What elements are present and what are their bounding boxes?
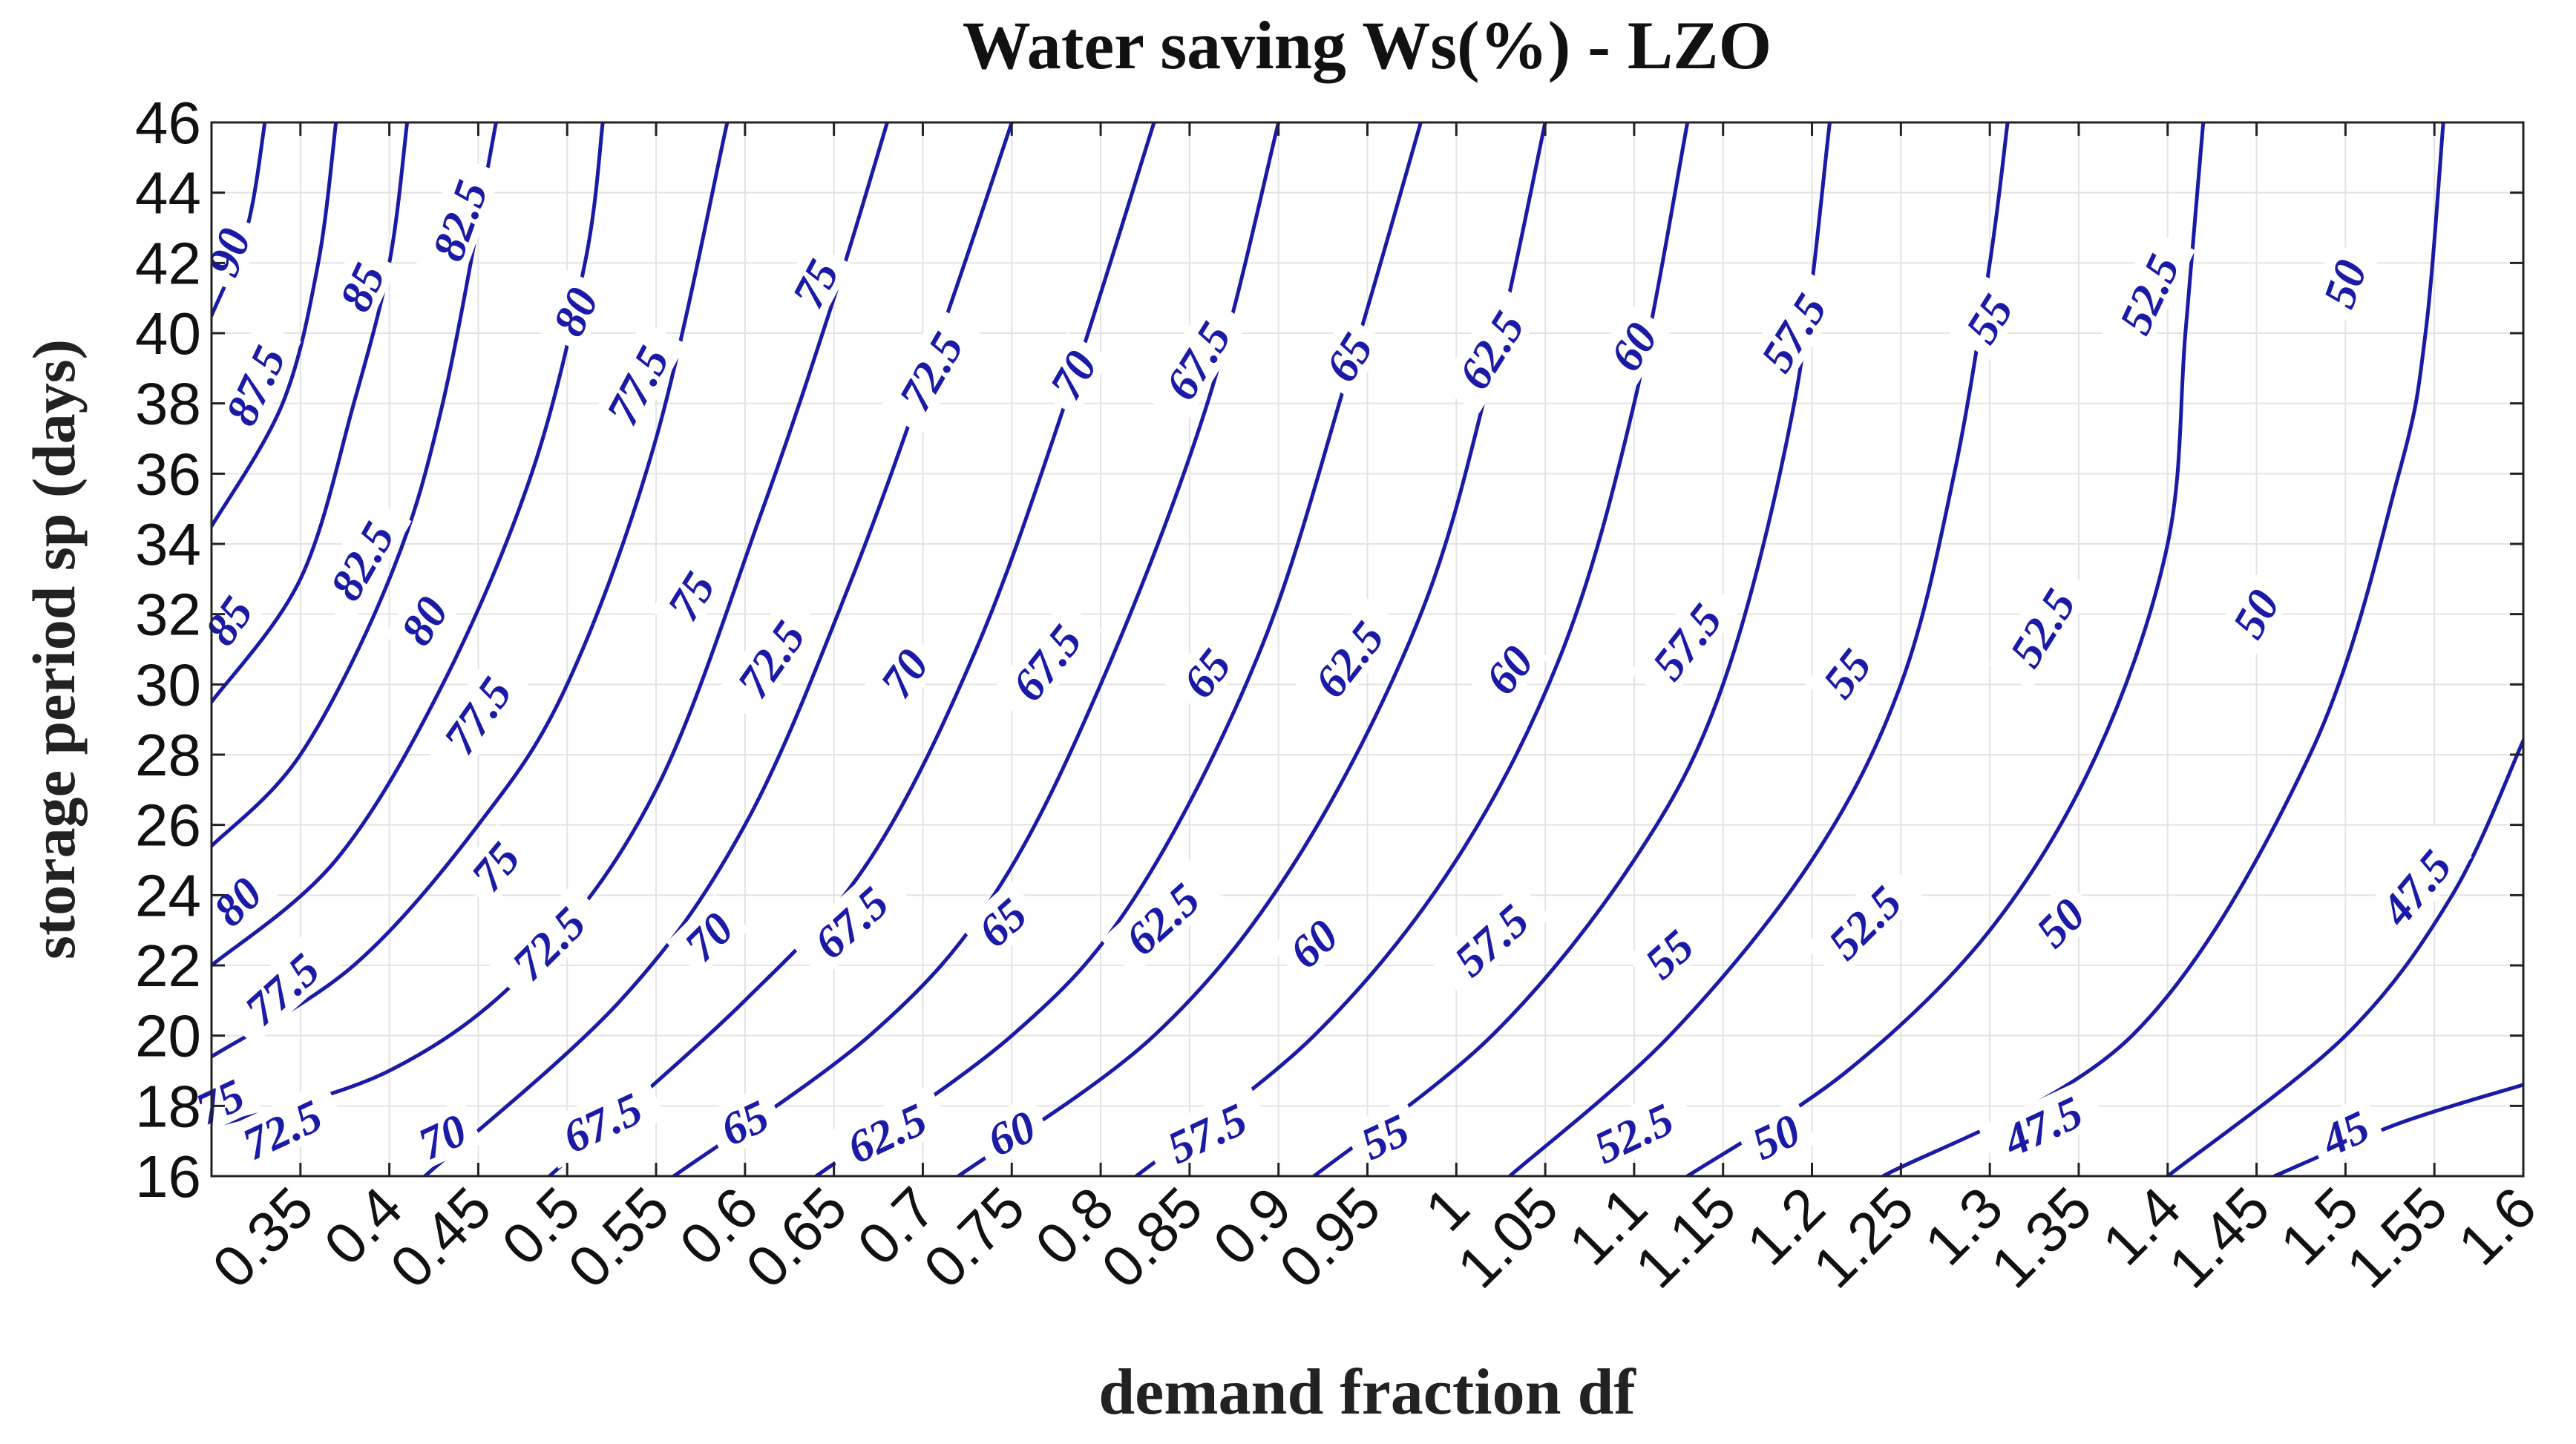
contour-label-bg [220, 930, 342, 1046]
contour-line-85 [212, 122, 410, 704]
contour-label-bg [1804, 862, 1924, 981]
contour-label-group: 67.5 [537, 1074, 666, 1169]
y-tick-label: 20 [135, 1003, 201, 1069]
y-tick-label: 46 [135, 90, 201, 156]
contour-label-bg [1593, 303, 1671, 388]
y-tick-label: 32 [135, 582, 201, 648]
contour-label-bg [488, 883, 608, 1002]
y-tick-label: 28 [135, 722, 201, 788]
contour-label-bg [453, 824, 535, 908]
chart-title: Water saving Ws(%) - LZO [963, 7, 1772, 83]
contour-label-bg [2358, 825, 2472, 948]
contour-label-bg [651, 553, 729, 637]
contour-label-bg [715, 596, 825, 721]
contour-label-bg [217, 1081, 346, 1176]
contour-label-bg [1144, 296, 1249, 424]
contour-line-45 [2272, 1083, 2523, 1176]
contour-label-bg [192, 211, 262, 292]
contour-label-bg [863, 630, 943, 715]
contour-label-bg [178, 1063, 261, 1138]
contour-label-bg [1630, 579, 1742, 703]
contour-label-bg [422, 652, 531, 778]
y-tick-label: 24 [135, 862, 201, 928]
contour-label-bg [989, 600, 1102, 724]
contour-label-bg [1805, 630, 1887, 715]
y-tick-label: 42 [135, 230, 201, 296]
contour-labels: 9087.5858582.582.580808077.577.577.57575… [178, 156, 2472, 1180]
contour-label-bg [1101, 860, 1222, 977]
contour-label-bg [1271, 902, 1354, 984]
contour-label-bg [537, 1074, 666, 1169]
contour-label-bg [1978, 1077, 2107, 1172]
x-axis-label: demand fraction df [1098, 1356, 1636, 1428]
y-tick-label: 30 [135, 652, 201, 718]
contour-label-bg [1734, 1098, 1817, 1172]
contour-line-52-5 [1685, 122, 2206, 1176]
y-tick-label: 36 [135, 441, 201, 507]
y-tick-label: 18 [135, 1073, 201, 1139]
contour-label-bg [1626, 912, 1711, 994]
contour-label-bg [666, 894, 750, 977]
contour-line-50 [1881, 122, 2445, 1176]
contour-label-bg [969, 1095, 1052, 1169]
contour-label-bg [879, 306, 981, 435]
y-tick-label: 22 [135, 933, 201, 999]
contour-label-bg [1291, 596, 1404, 721]
contour-label-bg [1989, 563, 2094, 691]
contour-label-bg [1033, 332, 1111, 416]
contour-label-bg [400, 1098, 483, 1172]
contour-label-bg [324, 245, 398, 328]
contour-label-bg [384, 578, 462, 663]
y-tick-label: 44 [135, 160, 201, 226]
contour-label-bg [537, 269, 611, 352]
contour-label-bg [309, 496, 412, 624]
contour-label-group: 52.5 [1989, 563, 2094, 691]
contour-label-bg [1308, 315, 1387, 399]
contour-line-72-5 [423, 122, 1014, 1176]
contour-label-bg [2308, 243, 2379, 324]
contour-label-bg [1165, 630, 1246, 715]
contour-label-bg [1740, 269, 1845, 396]
y-tick-label: 40 [135, 301, 201, 367]
contour-label-bg [1467, 626, 1549, 712]
contour-label-bg [206, 321, 301, 450]
contour-label-bg [2216, 571, 2293, 655]
contour-label-bg [1142, 1084, 1271, 1180]
contour-label-bg [822, 1084, 951, 1180]
contour-line-82-5 [212, 122, 498, 848]
contour-label-bg [194, 859, 278, 942]
contour-line-87-5 [212, 122, 338, 528]
contour-label-bg [2018, 880, 2101, 963]
contour-line-80 [212, 122, 605, 968]
contour-label-bg [2100, 229, 2195, 358]
contour-label-bg [960, 880, 1043, 963]
contour-lines [212, 122, 2523, 1176]
contour-label-bg [188, 577, 267, 662]
y-tick-label: 16 [135, 1143, 201, 1210]
contour-line-75 [212, 122, 889, 1129]
contour-label-bg [702, 1084, 786, 1158]
contour-label-bg [586, 321, 686, 449]
contour-label-bg [1429, 881, 1551, 997]
contour-label-bg [1949, 276, 2028, 361]
y-tick-label: 34 [135, 511, 201, 577]
contour-label-bg [2303, 1095, 2386, 1169]
contour-label-bg [415, 156, 502, 284]
contour-label-bg [790, 863, 911, 980]
y-tick-label: 38 [135, 371, 201, 437]
contour-label-bg [1343, 1098, 1426, 1172]
y-axis-label: storage period sp (days) [20, 339, 88, 959]
contour-label-bg [1438, 286, 1543, 413]
contour-label-bg [1569, 1084, 1698, 1180]
contour-label-bg [776, 241, 852, 325]
contour-line-47-5 [2166, 738, 2523, 1176]
y-tick-label: 26 [135, 792, 201, 859]
